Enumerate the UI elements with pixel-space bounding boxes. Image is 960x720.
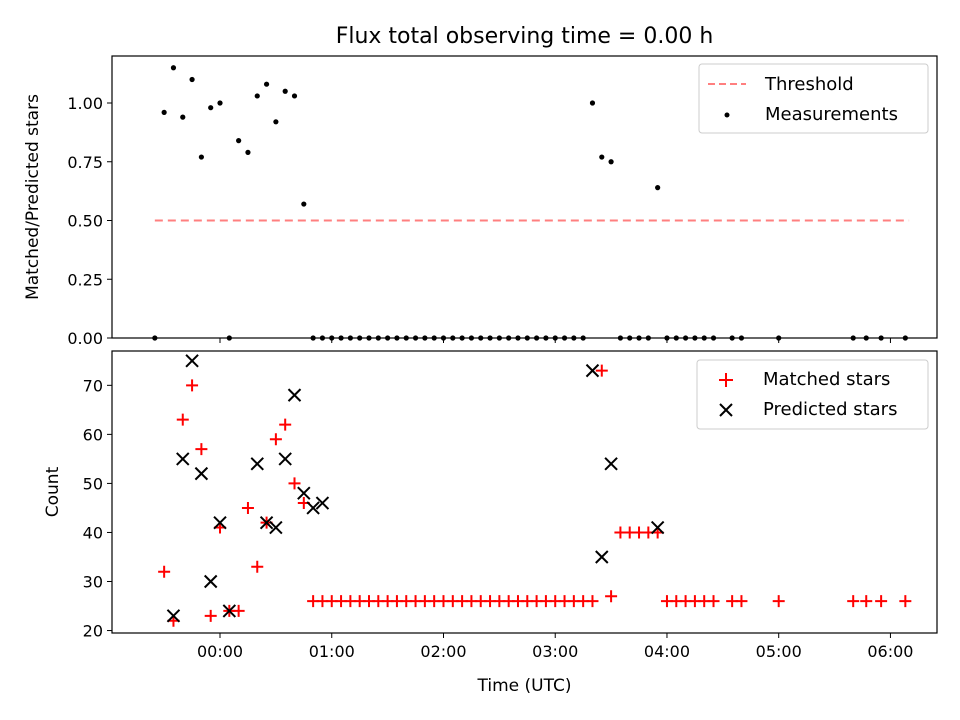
measurement-point (245, 149, 251, 155)
measurement-point (217, 100, 223, 106)
top-plot-frame (111, 55, 938, 339)
matched-star-marker (279, 418, 292, 431)
measurement-point (263, 81, 270, 87)
matched-star-marker (176, 413, 189, 426)
predicted-star-marker (203, 574, 218, 589)
bottom-x-tick-label: 01:00 (309, 642, 355, 661)
predicted-legend-marker (719, 403, 733, 417)
bottom-y-axis-label: Count (43, 466, 63, 517)
measurement-point (208, 105, 214, 111)
bottom-plot-frame (111, 350, 938, 634)
predicted-star-marker (287, 388, 302, 402)
top-y-tick-label: 0.00 (67, 329, 103, 348)
matched-star-marker (288, 477, 301, 490)
bottom-x-tick-label: 05:00 (756, 642, 802, 661)
predicted-star-marker (315, 496, 330, 510)
predicted-star-marker (185, 354, 199, 368)
bottom-y-tick-label: 60 (83, 425, 103, 444)
matched-legend-marker (719, 373, 733, 387)
measurement-point (189, 76, 195, 83)
matched-star-marker (195, 443, 208, 456)
bottom-y-tick-label: 50 (83, 474, 103, 493)
top-y-tick-label: 1.00 (67, 94, 103, 113)
predicted-star-marker (278, 452, 292, 466)
measurement-point (170, 65, 177, 71)
measurements-legend-marker (724, 112, 730, 118)
measurement-point (254, 93, 260, 99)
matched-star-marker (735, 595, 748, 608)
measurement-point (180, 114, 186, 120)
bottom-x-axis-label: Time (UTC) (477, 676, 572, 696)
bottom-x-tick-label: 04:00 (644, 642, 690, 661)
measurement-point (655, 185, 661, 191)
predicted-star-marker (595, 550, 609, 564)
bottom-x-tick-label: 03:00 (532, 642, 578, 661)
matched-star-marker (186, 379, 199, 392)
top-y-axis-label: Matched/Predicted stars (23, 94, 43, 300)
matched-legend-label: Matched stars (763, 369, 890, 390)
predicted-star-marker (222, 604, 237, 618)
bottom-y-tick-label: 70 (83, 376, 103, 395)
bottom-legend-box (696, 359, 929, 430)
bottom-legend: Matched stars Predicted stars (696, 359, 929, 430)
bottom-x-tick-label: 00:00 (197, 642, 243, 661)
measurement-point (599, 154, 605, 160)
predicted-star-marker (259, 515, 274, 530)
matched-star-marker (204, 609, 217, 622)
top-legend-box (698, 63, 929, 134)
predicted-star-marker (269, 520, 283, 535)
measurement-point (236, 138, 242, 144)
bottom-y-tick-label: 30 (83, 573, 103, 592)
top-y-tick-label: 0.50 (67, 212, 103, 231)
matched-star-marker (899, 595, 912, 608)
top-y-tick-label: 0.75 (67, 153, 103, 172)
predicted-star-marker (604, 457, 618, 471)
matched-star-marker (875, 595, 888, 608)
threshold-legend-label: Threshold (764, 74, 854, 95)
predicted-star-marker (213, 515, 227, 530)
measurement-point (301, 201, 307, 207)
matched-star-marker (860, 595, 873, 608)
bottom-y-tick-label: 20 (83, 622, 103, 641)
top-chart-title: Flux total observing time = 0.00 h (336, 24, 714, 49)
bottom-plot-area: 20 30 40 50 60 70 00:00 01:00 02:00 03:00 04:00 05:… (83, 354, 913, 661)
matched-star-marker (772, 595, 785, 608)
matched-star-marker (605, 590, 618, 603)
predicted-star-marker (297, 486, 311, 500)
top-y-tick-label: 0.25 (67, 270, 103, 289)
predicted-star-marker (306, 501, 320, 515)
matched-star-marker (232, 604, 245, 617)
measurement-point (198, 154, 204, 160)
matched-star-marker (595, 364, 608, 377)
measurement-point (161, 109, 167, 115)
measurement-point (291, 93, 298, 99)
predicted-star-marker (650, 520, 665, 535)
top-legend: Threshold Measurements (698, 63, 929, 134)
matched-star-marker (707, 595, 720, 608)
measurements-legend-label: Measurements (765, 104, 898, 125)
measurement-point (282, 88, 288, 94)
predicted-star-marker (166, 609, 181, 623)
bottom-x-tick-label: 06:00 (867, 642, 913, 661)
matched-star-marker (847, 595, 860, 608)
predicted-star-marker (194, 466, 209, 481)
matched-star-marker (251, 560, 264, 573)
bottom-y-tick-label: 40 (83, 523, 103, 542)
predicted-star-marker (585, 363, 600, 378)
matched-star-marker (269, 433, 282, 446)
predicted-legend-label: Predicted stars (763, 399, 897, 420)
bottom-x-tick-label: 02:00 (420, 642, 466, 661)
matched-star-marker (158, 565, 171, 578)
predicted-star-marker (250, 457, 264, 471)
measurement-point (273, 119, 279, 125)
measurement-point (589, 100, 596, 106)
matched-star-marker (586, 595, 599, 608)
predicted-star-marker (176, 452, 190, 466)
measurement-point (608, 159, 614, 165)
matched-star-marker (241, 501, 254, 514)
